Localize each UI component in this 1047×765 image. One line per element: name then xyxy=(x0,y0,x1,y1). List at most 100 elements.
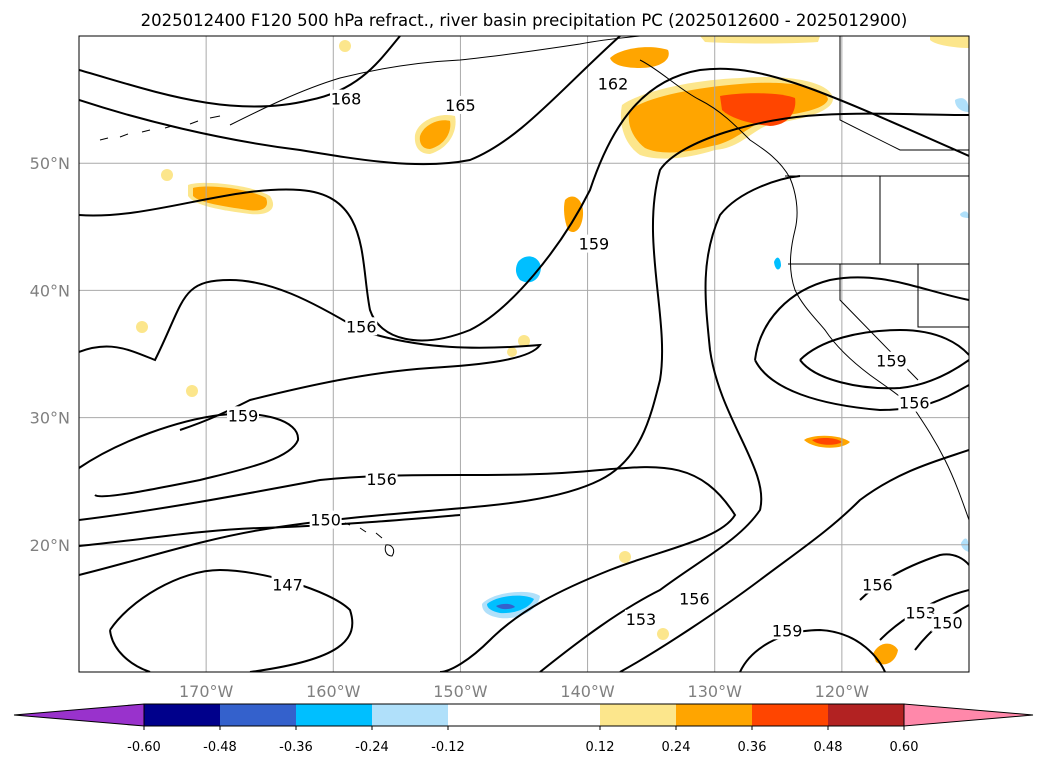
contour-label-bg xyxy=(345,317,378,336)
colorbar-segment xyxy=(372,704,448,726)
lat-tick-label: 50°N xyxy=(30,154,70,173)
lon-tick-label: 130°W xyxy=(688,682,743,701)
lon-tick-label: 170°W xyxy=(179,682,234,701)
contour-label: 165 xyxy=(445,96,476,115)
contour-label: 159 xyxy=(876,352,907,371)
colorbar-tick-label: 0.48 xyxy=(814,740,843,755)
contour-162 xyxy=(79,67,969,342)
contour-label-bg xyxy=(309,510,342,529)
contour-label: 168 xyxy=(331,90,362,109)
contour-label-bg xyxy=(597,74,629,93)
contour-east-2 xyxy=(619,449,969,672)
precip-spot-6 xyxy=(619,551,631,563)
precip-spot-8 xyxy=(339,40,351,52)
colorbar-segment xyxy=(220,704,296,726)
contour-label: 156 xyxy=(899,394,930,413)
contour-label: 156 xyxy=(679,589,710,608)
colorbar-tick-label: -0.48 xyxy=(203,740,237,755)
lon-tick-label: 140°W xyxy=(560,682,615,701)
contour-label: 153 xyxy=(626,610,657,629)
contour-label-bg xyxy=(875,351,908,370)
contour-label: 159 xyxy=(579,235,610,254)
contour-165 xyxy=(79,36,621,166)
colorbar-tick-label: 0.24 xyxy=(662,740,691,755)
colorbar-segment xyxy=(448,704,600,726)
contour-cutoff-low xyxy=(754,276,969,412)
precip-blob-top-right xyxy=(930,36,969,48)
contour-168 xyxy=(79,36,401,108)
colorbar-tick-label: -0.60 xyxy=(127,740,161,755)
colorbar-tick-label: -0.36 xyxy=(279,740,313,755)
chart-title: 2025012400 F120 500 hPa refract., river … xyxy=(141,11,908,30)
lat-tick-label: 20°N xyxy=(30,536,70,555)
neg-blob-right-edge-2 xyxy=(960,211,969,218)
precip-shading xyxy=(136,36,969,665)
map-plot-area: 168 165 162 159 156 159 156 150 147 153 156 159 156 1… xyxy=(79,36,969,672)
contour-label-bg xyxy=(898,393,931,412)
contour-label-bg xyxy=(444,95,477,114)
contour-label-bg xyxy=(227,406,260,425)
colorbar-border xyxy=(143,703,905,727)
latitude-axis: 20°N 30°N 40°N 50°N xyxy=(30,154,70,555)
colorbar-segment xyxy=(828,704,904,726)
precip-spot-5 xyxy=(507,347,517,357)
alaska-panhandle-coast xyxy=(639,59,969,521)
precip-blob-top-band xyxy=(700,36,820,44)
contour-156 xyxy=(79,466,737,672)
precip-blob-165-inner xyxy=(419,120,451,149)
precip-spot-7 xyxy=(657,628,669,640)
contour-label-bg xyxy=(904,603,937,622)
contour-label-bg xyxy=(624,609,657,628)
contour-low-south xyxy=(739,628,886,672)
contour-159 xyxy=(79,278,542,431)
colorbar-segment xyxy=(676,704,752,726)
contour-label: 156 xyxy=(346,317,377,336)
contour-150 xyxy=(79,514,461,547)
lon-tick-label: 150°W xyxy=(433,682,488,701)
colorbar-tick-label: 0.36 xyxy=(738,740,767,755)
map-frame-background xyxy=(79,36,969,672)
neg-blob-central xyxy=(515,256,541,283)
precip-blob-gulf-north xyxy=(610,47,669,68)
colorbar-tick-label: 0.60 xyxy=(890,740,919,755)
contour-159-b xyxy=(79,412,300,498)
colorbar-extend-low xyxy=(13,703,145,727)
precip-spot-3 xyxy=(186,385,198,397)
contour-label: 150 xyxy=(310,511,341,530)
neg-blob-right-edge-1 xyxy=(955,98,969,112)
precip-blob-se-core xyxy=(812,437,842,445)
bc-border xyxy=(839,36,969,151)
us-state-border-4 xyxy=(917,264,969,328)
neg-blob-south-inner xyxy=(487,595,534,614)
contour-label-bg xyxy=(931,613,964,632)
longitude-axis: 170°W 160°W 150°W 140°W 130°W 120°W xyxy=(179,682,869,701)
colorbar-extend-high xyxy=(903,703,1034,727)
precip-spot-1 xyxy=(161,169,173,181)
contour-label: 162 xyxy=(598,74,629,93)
lat-tick-label: 30°N xyxy=(30,409,70,428)
precip-spot-2 xyxy=(136,321,148,333)
contour-label-bg xyxy=(861,575,894,594)
contour-label: 159 xyxy=(772,621,803,640)
alaska-peninsula-coast xyxy=(229,36,641,126)
precip-blob-159-mid xyxy=(564,196,584,233)
neg-blob-south-core xyxy=(496,603,515,610)
aleutian-islands xyxy=(99,115,221,141)
contour-label: 159 xyxy=(228,406,259,425)
colorbar-segment xyxy=(296,704,372,726)
contour-label-bg xyxy=(330,89,362,108)
contour-label-bg xyxy=(771,621,804,640)
contour-label: 156 xyxy=(366,470,397,489)
map-gridlines xyxy=(79,36,969,672)
lon-tick-label: 120°W xyxy=(815,682,870,701)
colorbar: -0.60 -0.48 -0.36 -0.24 -0.12 0.12 0.24 0.36 0.4… xyxy=(13,703,1034,755)
neg-blob-coast xyxy=(774,257,781,270)
contour-labels: 168 165 162 159 156 159 156 150 147 153 156 159 156 1… xyxy=(227,74,964,640)
colorbar-segment xyxy=(752,704,828,726)
contour-label-bg xyxy=(577,234,610,253)
colorbar-tick-label: 0.12 xyxy=(586,740,615,755)
contour-east-1 xyxy=(539,175,801,672)
contour-label-bg xyxy=(271,575,304,594)
precip-blob-bottom-right xyxy=(873,643,898,665)
